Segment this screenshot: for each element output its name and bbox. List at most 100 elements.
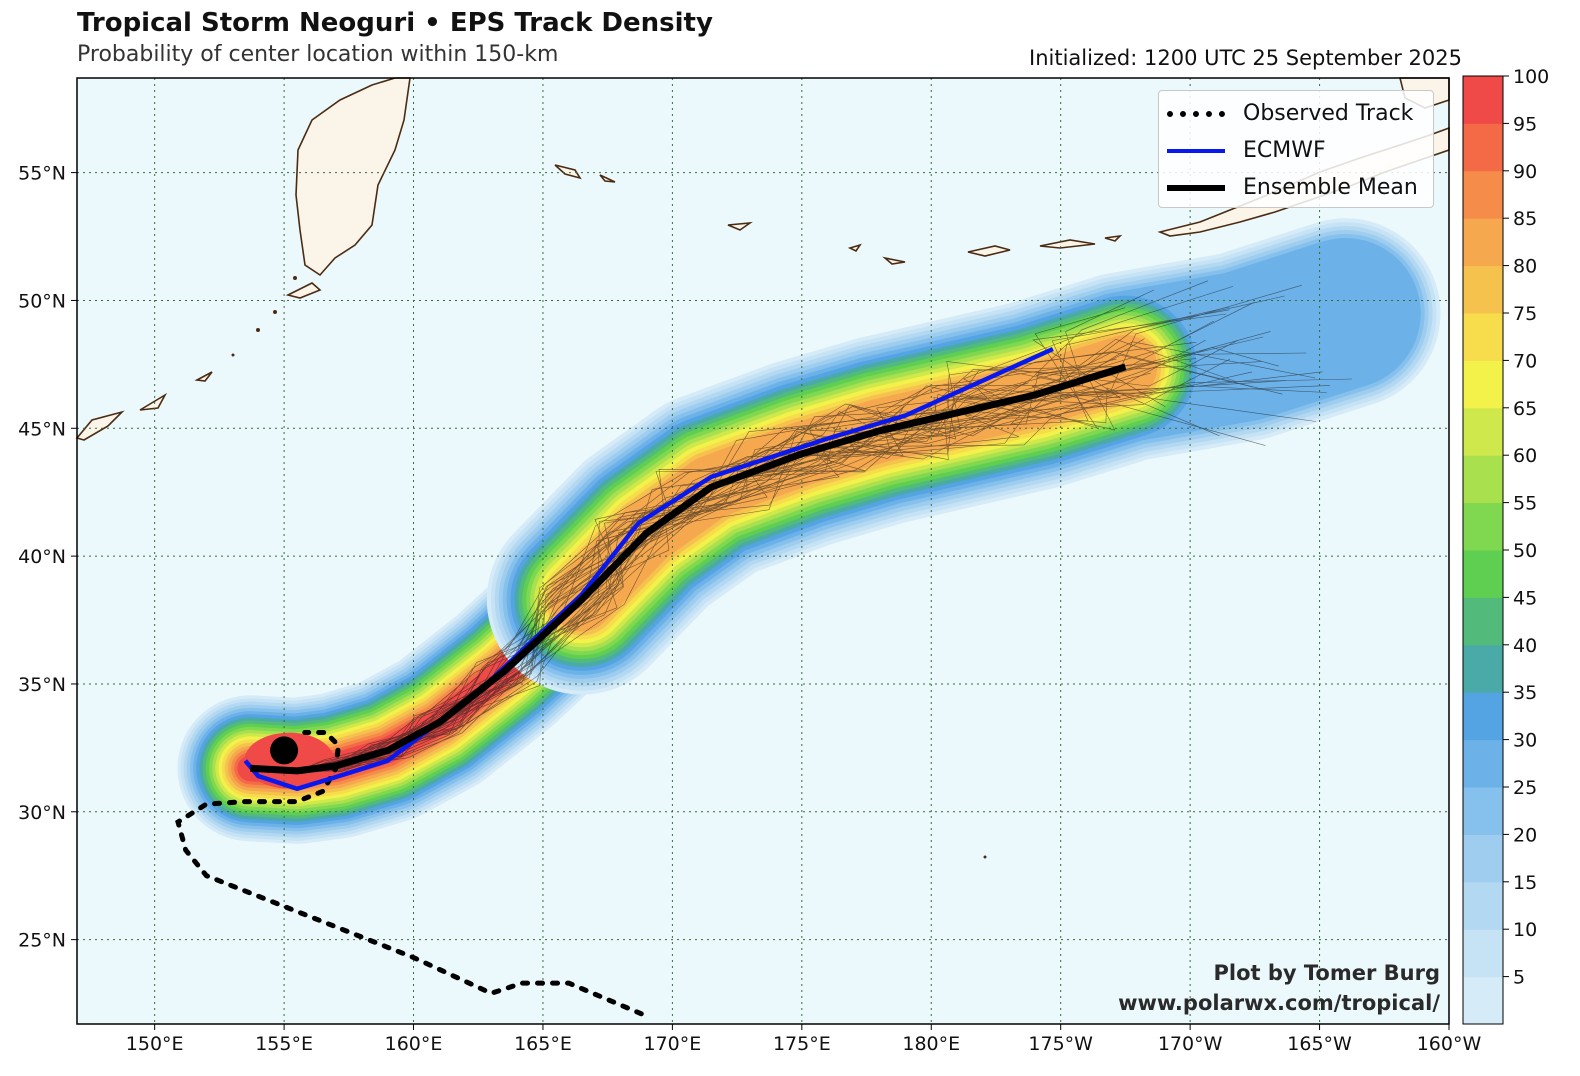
colorbar-swatch [1463, 455, 1503, 504]
lon-tick-label: 165°W [1287, 1033, 1352, 1055]
observed-track-line [175, 730, 644, 1017]
colorbar-label: 100 [1513, 66, 1549, 88]
legend-label: Ensemble Mean [1243, 175, 1418, 200]
lon-tick-label: 180°E [902, 1033, 960, 1055]
colorbar-swatch [1463, 123, 1503, 172]
legend-item-ecmwf: ECMWF [1167, 132, 1425, 169]
lon-tick-label: 160°W [1417, 1033, 1482, 1055]
aleutian-island [1104, 234, 1123, 242]
colorbar-label: 25 [1513, 777, 1537, 799]
colorbar-swatch [1463, 976, 1503, 1025]
credit-url: www.polarwx.com/tropical/ [1118, 991, 1440, 1015]
colorbar-swatch [1463, 313, 1503, 361]
lat-tick-label: 55°N [18, 163, 66, 185]
lon-tick-label: 160°E [385, 1033, 443, 1055]
lat-tick-label: 45°N [18, 418, 66, 440]
aleutian-island [882, 256, 906, 265]
colorbar-label: 10 [1513, 919, 1537, 941]
colorbar-label: 55 [1513, 493, 1537, 515]
colorbar-swatch [1463, 360, 1503, 409]
kuril-island [194, 371, 213, 382]
ensemble-mean-swatch [1167, 184, 1225, 191]
colorbar-label: 85 [1513, 208, 1537, 230]
colorbar-swatch [1463, 170, 1503, 219]
member-track [250, 289, 1154, 775]
colorbar-swatch [1463, 218, 1503, 267]
colorbar-swatch [1463, 76, 1503, 124]
legend-label: Observed Track [1243, 101, 1414, 126]
colorbar-swatch [1463, 265, 1503, 314]
longitude-tick-labels: 150°E 155°E 160°E 165°E 170°E 175°E 180°E 175°W… [126, 1024, 1482, 1055]
colorbar-label: 20 [1513, 824, 1537, 846]
kamchatka-landmass [295, 77, 411, 277]
lat-tick-label: 25°N [18, 930, 66, 952]
colorbar-label: 30 [1513, 730, 1537, 752]
kuril-island [139, 392, 168, 411]
lon-tick-label: 165°E [514, 1033, 572, 1055]
colorbar-label: 35 [1513, 682, 1537, 704]
legend-label: ECMWF [1243, 138, 1326, 163]
lon-tick-label: 170°W [1158, 1033, 1223, 1055]
aleutian-island [727, 221, 753, 231]
colorbar-swatch [1463, 550, 1503, 598]
plot-credit: Plot by Tomer Burg www.polarwx.com/tropi… [1118, 958, 1440, 1018]
legend-item-observed: Observed Track [1167, 95, 1425, 132]
lon-tick-label: 175°W [1028, 1033, 1093, 1055]
commander-island [599, 174, 616, 183]
legend-item-ensemble-mean: Ensemble Mean [1167, 169, 1425, 206]
colorbar-label: 40 [1513, 635, 1537, 657]
colorbar-label: 70 [1513, 350, 1537, 372]
colorbar-label: 95 [1513, 113, 1537, 135]
colorbar-label: 15 [1513, 872, 1537, 894]
probability-colorbar: 5 10 15 20 25 30 35 40 45 50 55 60 65 70 75 80 85 90 95 100 [1462, 66, 1549, 1025]
colorbar-swatch [1463, 597, 1503, 646]
lon-tick-label: 175°E [773, 1033, 831, 1055]
lat-tick-label: 50°N [18, 290, 66, 312]
lon-tick-label: 150°E [126, 1033, 184, 1055]
credit-author: Plot by Tomer Burg [1213, 961, 1441, 985]
lon-tick-label: 155°E [255, 1033, 313, 1055]
legend-box: Observed Track ECMWF Ensemble Mean [1158, 90, 1434, 208]
ensemble-mean-track-line [250, 363, 1127, 775]
colorbar-label: 65 [1513, 398, 1537, 420]
colorbar-label: 80 [1513, 256, 1537, 278]
colorbar-swatch [1463, 929, 1503, 978]
lat-tick-label: 35°N [18, 674, 66, 696]
colorbar-swatch [1463, 644, 1503, 693]
colorbar-swatch [1463, 881, 1503, 930]
storm-current-position-marker [270, 736, 299, 765]
colorbar-swatch [1463, 692, 1503, 741]
observed-track-swatch [1167, 110, 1225, 117]
colorbar-swatch [1463, 407, 1503, 456]
plot-frame [76, 77, 1450, 1025]
ecmwf-swatch [1167, 148, 1225, 153]
member-track [250, 341, 1316, 772]
colorbar-label: 5 [1513, 967, 1525, 989]
colorbar-swatch [1463, 739, 1503, 788]
colorbar-label: 75 [1513, 303, 1537, 325]
colorbar-label: 90 [1513, 161, 1537, 183]
lon-tick-label: 170°E [644, 1033, 702, 1055]
kuril-islets [231, 276, 987, 859]
aleutian-island [1039, 239, 1096, 249]
colorbar-label: 50 [1513, 540, 1537, 562]
colorbar-swatch [1463, 834, 1503, 883]
page-title: Tropical Storm Neoguri • EPS Track Densi… [77, 8, 713, 38]
gridlines [77, 78, 1450, 1024]
initialized-time: Initialized: 1200 UTC 25 September 2025 [1029, 46, 1462, 70]
colorbar-swatch [1463, 502, 1503, 551]
kuril-island [75, 410, 125, 441]
colorbar-label: 60 [1513, 445, 1537, 467]
colorbar-frame [1462, 75, 1504, 1025]
commander-island [554, 164, 582, 180]
colorbar-swatch [1463, 787, 1503, 835]
lat-tick-label: 40°N [18, 546, 66, 568]
aleutian-island [847, 243, 862, 253]
kuril-island [285, 282, 322, 299]
aleutian-island [967, 245, 1011, 257]
lat-tick-label: 30°N [18, 802, 66, 824]
page-subtitle: Probability of center location within 15… [77, 42, 559, 67]
latitude-tick-labels: 55°N 50°N 45°N 40°N 35°N 30°N 25°N [18, 163, 77, 952]
colorbar-label: 45 [1513, 587, 1537, 609]
